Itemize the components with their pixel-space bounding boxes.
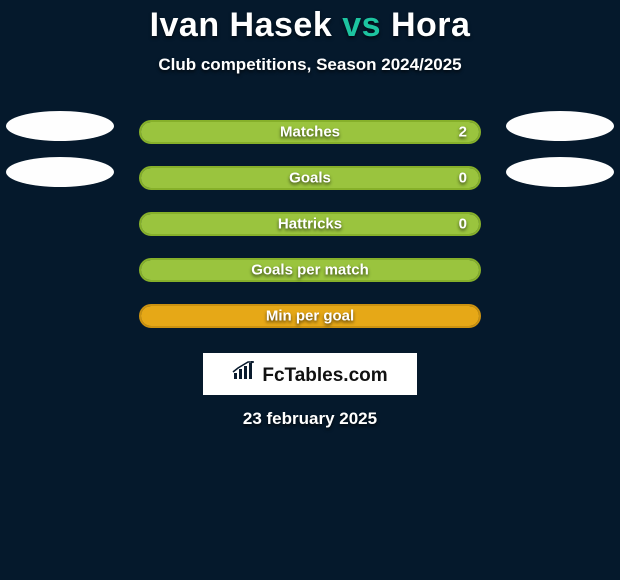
stat-row: Goals per match: [0, 247, 620, 293]
stat-bar-label: Goals: [289, 170, 331, 187]
stat-bar: Min per goal: [139, 304, 481, 328]
stat-bar-value: 2: [459, 124, 467, 141]
player-ellipse-left: [6, 157, 114, 187]
stat-row: Matches 2: [0, 109, 620, 155]
comparison-card: Ivan Hasek vs Hora Club competitions, Se…: [0, 0, 620, 429]
stat-row: Min per goal: [0, 293, 620, 339]
stat-bar-label: Hattricks: [278, 216, 342, 233]
stat-bar-value: 0: [459, 170, 467, 187]
title-vs: vs: [342, 6, 381, 44]
brand-box: FcTables.com: [203, 353, 417, 395]
brand-text: FcTables.com: [262, 365, 387, 387]
stat-bar-label: Goals per match: [251, 262, 369, 279]
title-player1: Ivan Hasek: [150, 6, 333, 44]
brand-chart-icon: [232, 361, 256, 381]
stat-bar: Hattricks 0: [139, 212, 481, 236]
stat-bar-label: Min per goal: [266, 308, 354, 325]
subtitle-text: Club competitions, Season 2024/2025: [0, 55, 620, 75]
stat-bar: Goals per match: [139, 258, 481, 282]
player-ellipse-right: [506, 111, 614, 141]
stat-bar: Matches 2: [139, 120, 481, 144]
stat-row: Goals 0: [0, 155, 620, 201]
title-player2: Hora: [391, 6, 470, 44]
stat-bar-label: Matches: [280, 124, 340, 141]
player-ellipse-left: [6, 111, 114, 141]
stat-rows: Matches 2 Goals 0 Hattricks 0 Goals per match M…: [0, 109, 620, 339]
stat-bar: Goals 0: [139, 166, 481, 190]
page-title: Ivan Hasek vs Hora: [0, 6, 620, 45]
stat-row: Hattricks 0: [0, 201, 620, 247]
player-ellipse-right: [506, 157, 614, 187]
footer-date: 23 february 2025: [0, 409, 620, 429]
stat-bar-value: 0: [459, 216, 467, 233]
